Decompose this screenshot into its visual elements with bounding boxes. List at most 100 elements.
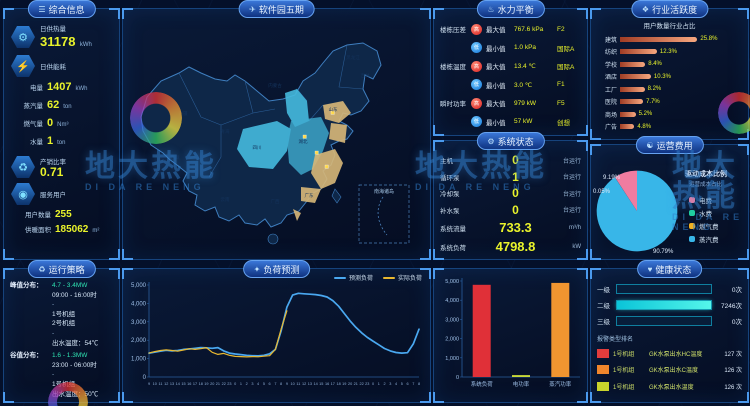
plane-icon: ✈ xyxy=(249,4,256,14)
svg-text:0: 0 xyxy=(143,375,147,381)
actual-series-swatch xyxy=(382,276,395,279)
svg-text:西藏: 西藏 xyxy=(171,154,180,161)
users-label: 用户数量 xyxy=(25,212,51,219)
panel-health-header: ♥ 健康状态 xyxy=(636,260,703,278)
industry-bar-value: 8.4% xyxy=(648,61,662,68)
valley-unit-1: 1号机组 xyxy=(52,380,76,388)
hydraulic-group-label: 楼栋压差 xyxy=(440,27,466,35)
line-chart-icon: ✦ xyxy=(253,264,261,274)
south-china-sea-inset: 南海诸岛 xyxy=(358,184,410,244)
users-row: 用户数量 255 xyxy=(9,209,114,224)
divider: - xyxy=(52,301,55,309)
alarm-badge xyxy=(597,381,609,391)
svg-text:15: 15 xyxy=(181,382,185,386)
service-row: ◉ 服务用户 xyxy=(11,182,114,206)
peak-unit-2: 2号机组 xyxy=(52,320,76,328)
hydraulic-value: 13.4 ℃ xyxy=(514,63,536,71)
industry-bar-row: 酒店 10.3% xyxy=(595,71,744,84)
svg-text:19: 19 xyxy=(204,382,208,386)
hydraulic-tag: 最大值 xyxy=(486,64,506,72)
device-label: 冷却泵 xyxy=(440,191,460,199)
power-bar-蒸汽功率 xyxy=(551,282,570,377)
metric-row: 蒸汽量 62 ton xyxy=(9,99,114,117)
ratio-value: 0.71 xyxy=(40,165,64,179)
alarm-item: GK水泵出水温度 xyxy=(649,384,694,391)
alarm-unit: 1号机组 xyxy=(613,384,635,391)
pie-legend-item: 蒸汽费 xyxy=(689,232,719,245)
svg-text:19: 19 xyxy=(342,382,346,386)
industry-bar xyxy=(620,74,651,80)
panel-forecast: ✦ 负荷预测 预测负荷 实际负荷 0 1,000 2,000 3,000 4,000 5,… xyxy=(122,260,431,403)
peak-range: 4.7 - 3.4MW xyxy=(52,282,88,289)
svg-text:10: 10 xyxy=(153,382,157,386)
level-label: 二级 xyxy=(597,303,610,310)
device-label: 循环泵 xyxy=(440,174,460,182)
svg-text:13: 13 xyxy=(170,382,174,386)
device-unit: 台运行 xyxy=(562,191,581,198)
alarm-row[interactable]: 1号机组 GK水泵出水HC温度 127 次 xyxy=(597,345,742,362)
highlight-regions-tan xyxy=(293,101,351,221)
svg-text:18: 18 xyxy=(199,382,203,386)
health-bar-fill xyxy=(617,301,711,309)
device-count: 0 xyxy=(512,202,519,217)
peak-time: 09:00 - 16:00时 xyxy=(52,291,97,299)
service-label: 服务用户 xyxy=(40,192,66,199)
daily-heat-unit: kWh xyxy=(79,42,92,48)
panel-industry: ❖ 行业活跃度 用户数量行业占比 建筑 25.8% 纺织 12.3% 学校 8.4% 酒店 1… xyxy=(590,0,749,140)
industry-bar-row: 商场 5.2% xyxy=(595,108,744,121)
svg-text:20: 20 xyxy=(348,382,352,386)
bar-chart-icon: ❖ xyxy=(641,4,650,14)
svg-text:8: 8 xyxy=(280,382,282,386)
hainan-shape xyxy=(267,233,279,245)
level-label: 一级 xyxy=(597,287,610,294)
svg-text:2,000: 2,000 xyxy=(445,337,459,343)
industry-bar-row: 学校 8.4% xyxy=(595,58,744,71)
alarm-row[interactable]: 1号机组 GK水泵出水C温度 126 次 xyxy=(597,362,742,379)
hydraulic-group-label: 瞬时功率 xyxy=(440,101,466,109)
peak-outlet-temp: 出水温度：54℃ xyxy=(52,339,99,347)
panel-title: 软件园五期 xyxy=(258,4,304,15)
alarm-ranking-title: 报警类型排名 xyxy=(597,337,634,343)
area-label: 供暖面积 xyxy=(25,227,51,234)
pie-legend: 电费 水费 燃气费 蒸汽费 xyxy=(689,193,719,245)
max-badge-icon: 高 xyxy=(471,60,482,72)
panel-map: ✈ 软件园五期 xyxy=(122,0,431,260)
pie-legend-swatch xyxy=(689,209,695,216)
hydraulic-location: F1 xyxy=(557,81,565,89)
industry-bar xyxy=(620,124,635,130)
svg-text:5: 5 xyxy=(263,382,265,386)
cost-pie-chart xyxy=(596,170,678,252)
alarm-item: GK水泵出水C温度 xyxy=(649,368,699,375)
ratio-label: 产销比率 xyxy=(40,159,66,166)
svg-text:16: 16 xyxy=(187,382,191,386)
svg-text:21: 21 xyxy=(354,382,358,386)
industry-category-label: 酒店 xyxy=(604,75,617,82)
metric-value: 0 xyxy=(47,117,54,129)
strategy-icon: ♻ xyxy=(38,264,46,274)
svg-text:蒸汽功率: 蒸汽功率 xyxy=(549,380,572,388)
metric-label: 燃气量 xyxy=(23,121,44,128)
min-badge-icon: 低 xyxy=(471,79,482,91)
power-bar-电功率 xyxy=(512,375,530,377)
hydraulic-row: 低最小值 3.0 ℃ F1 xyxy=(440,76,583,95)
device-count: 1 xyxy=(512,169,519,184)
svg-text:吉林: 吉林 xyxy=(361,72,370,79)
total-unit: m³/h xyxy=(569,224,581,231)
svg-text:湖北: 湖北 xyxy=(299,138,308,145)
pie-legend-label: 蒸汽费 xyxy=(699,236,719,244)
metric-unit: ton xyxy=(63,104,72,110)
alarm-row[interactable]: 1号机组 GK水泵出水温度 126 次 xyxy=(597,378,742,395)
alarm-count: 127 次 xyxy=(724,351,742,358)
panel-title: 健康状态 xyxy=(655,264,692,275)
area-unit: m² xyxy=(92,228,100,234)
pie-slice-蒸汽费 xyxy=(596,170,678,252)
svg-text:2,000: 2,000 xyxy=(131,338,147,344)
pie-legend-item: 电费 xyxy=(689,193,719,206)
users-value: 255 xyxy=(55,209,72,220)
pie-legend-label: 燃气费 xyxy=(699,223,719,231)
taiwan-shape xyxy=(331,188,342,204)
svg-text:5: 5 xyxy=(401,382,403,386)
svg-text:青海: 青海 xyxy=(221,128,230,135)
svg-text:6: 6 xyxy=(406,382,408,386)
